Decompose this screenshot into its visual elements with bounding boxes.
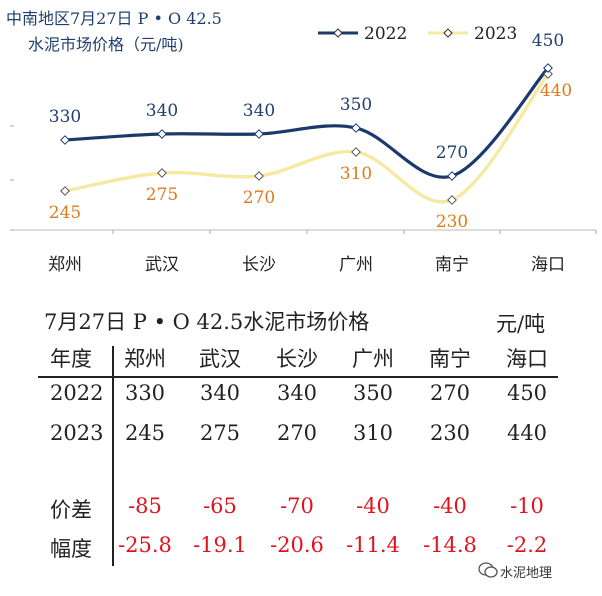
table-cell: -40	[356, 494, 390, 518]
table-cell: 450	[506, 381, 548, 405]
table-cell: -19.1	[193, 533, 247, 557]
data-point-2022-0	[60, 135, 70, 145]
table-header-cell: 海口	[506, 347, 548, 371]
table-cell: 330	[124, 381, 166, 405]
table-cell: -10	[510, 494, 544, 518]
data-label-2022-5: 450	[532, 31, 564, 51]
legend-marker-2022	[333, 28, 343, 38]
x-tick-label: 海口	[531, 255, 565, 275]
table-cell: 275	[199, 421, 241, 445]
data-point-2023-4	[447, 195, 457, 205]
data-point-2023-2	[254, 171, 264, 181]
table-header-cell: 武汉	[199, 347, 241, 371]
table-row-label: 幅度	[50, 537, 92, 561]
series-line-2023	[63, 72, 550, 204]
table-cell: 350	[352, 381, 394, 405]
x-tick-label: 武汉	[145, 255, 179, 275]
data-label-2023-0: 245	[49, 203, 81, 223]
table-cell: 270	[276, 421, 318, 445]
table-cell: -2.2	[506, 533, 548, 557]
x-tick-label: 长沙	[242, 255, 276, 275]
table-header-cell: 长沙	[276, 347, 318, 371]
data-point-2022-5	[543, 63, 553, 73]
table-column-divider	[112, 346, 114, 566]
table-row-label: 价差	[50, 498, 92, 522]
table-cell: -65	[203, 494, 237, 518]
data-label-2023-2: 270	[243, 188, 275, 208]
table-cell: 340	[276, 381, 318, 405]
data-label-2022-4: 270	[436, 143, 468, 163]
table-cell: 270	[429, 381, 471, 405]
data-point-2022-2	[254, 129, 264, 139]
chart-title-line2: 水泥市场价格（元/吨)	[28, 35, 184, 54]
table-row-label: 2023	[50, 421, 104, 445]
table-cell: -70	[280, 494, 314, 518]
data-label-2022-0: 330	[49, 107, 81, 127]
table-title: 7月27日 P • O 42.5水泥市场价格	[44, 310, 370, 334]
table-row-label: 2022	[50, 381, 104, 405]
watermark-text: 水泥地理	[500, 566, 553, 581]
x-tick-label: 广州	[339, 255, 373, 275]
wechat-icon	[478, 562, 498, 578]
data-label-2022-1: 340	[146, 101, 178, 121]
table-cell: -14.8	[423, 533, 477, 557]
legend-label-2022: 2022	[364, 24, 407, 44]
table-cell: 310	[352, 421, 394, 445]
chart-title-line1: 中南地区7月27日 P • O 42.5	[6, 9, 222, 28]
table-cell: -11.4	[346, 533, 400, 557]
data-label-2023-1: 275	[146, 185, 178, 205]
data-point-2023-3	[351, 147, 361, 157]
data-label-2023-4: 230	[436, 212, 468, 232]
table-cell: -85	[128, 494, 162, 518]
table-header-divider	[38, 376, 558, 378]
data-point-2022-4	[447, 171, 457, 181]
legend-marker-2023	[443, 28, 453, 38]
table-unit: 元/吨	[496, 312, 546, 336]
data-label-2022-2: 340	[243, 101, 275, 121]
table-cell: -40	[433, 494, 467, 518]
data-point-2022-3	[351, 123, 361, 133]
table-cell: 245	[124, 421, 166, 445]
table-cell: 340	[199, 381, 241, 405]
data-label-2023-3: 310	[340, 164, 372, 184]
table-cell: 230	[429, 421, 471, 445]
table-header-cell: 南宁	[429, 347, 471, 371]
data-label-2023-5: 440	[540, 81, 572, 101]
table-header-cell: 郑州	[124, 347, 166, 371]
data-point-2023-5	[543, 69, 553, 79]
table-cell: -20.6	[270, 533, 324, 557]
data-point-2023-1	[157, 168, 167, 178]
data-point-2022-1	[157, 129, 167, 139]
x-tick-label: 郑州	[48, 255, 82, 275]
table-header-cell: 广州	[352, 347, 394, 371]
table-cell: 440	[506, 421, 548, 445]
data-label-2022-3: 350	[340, 95, 372, 115]
x-tick-label: 南宁	[435, 255, 469, 275]
legend-label-2023: 2023	[474, 24, 517, 44]
table-cell: -25.8	[118, 533, 172, 557]
data-point-2023-0	[60, 186, 70, 196]
table-header-label: 年度	[50, 347, 92, 371]
line-chart: 郑州 武汉 长沙 广州 南宁 海口 330 340 340 350 270 450 245 275 270…	[6, 9, 597, 275]
